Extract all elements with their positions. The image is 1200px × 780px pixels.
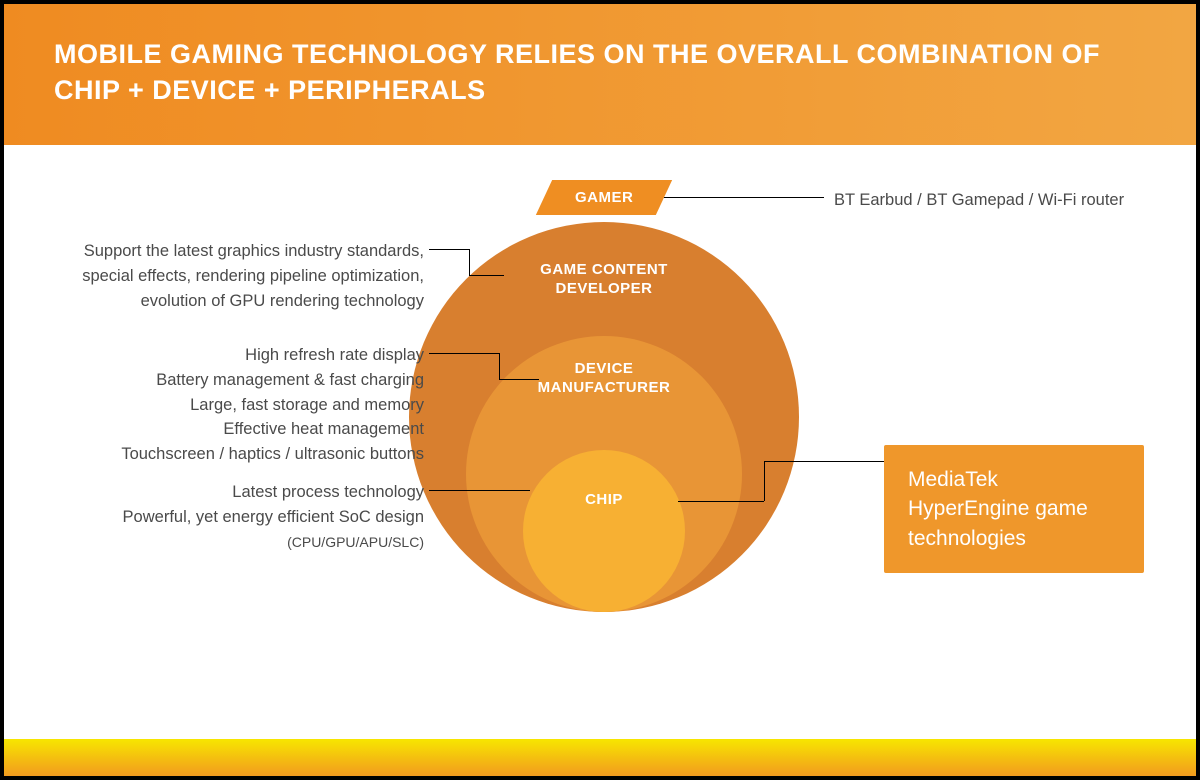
- callout-text: MediaTek HyperEngine game technologies: [908, 468, 1088, 550]
- ring-outer-label: GAME CONTENT DEVELOPER: [504, 261, 704, 299]
- annot-gamer-text: BT Earbud / BT Gamepad / Wi-Fi router: [834, 191, 1124, 209]
- slide-title: MOBILE GAMING TECHNOLOGY RELIES ON THE O…: [54, 39, 1100, 105]
- callout-box: MediaTek HyperEngine game technologies: [884, 445, 1144, 573]
- connector: [764, 461, 884, 462]
- annot-outer: Support the latest graphics industry sta…: [82, 239, 424, 313]
- connector: [764, 461, 765, 501]
- ring-inner-label: CHIP: [504, 491, 704, 510]
- connector: [429, 353, 499, 354]
- slide-footer: [4, 739, 1196, 776]
- connector: [429, 249, 469, 250]
- connector: [664, 197, 824, 198]
- connector: [499, 353, 500, 379]
- connector: [469, 249, 470, 275]
- annot-inner-line1: Latest process technology: [4, 480, 424, 505]
- annot-inner-line2b: (CPU/GPU/APU/SLC): [287, 534, 424, 550]
- annot-inner-line2: Powerful, yet energy efficient SoC desig…: [4, 505, 424, 555]
- gamer-badge: GAMER: [536, 180, 672, 215]
- diagram-area: GAME CONTENT DEVELOPER DEVICE MANUFACTUR…: [4, 145, 1196, 743]
- annot-inner: Latest process technology Powerful, yet …: [4, 480, 424, 554]
- connector: [429, 490, 530, 491]
- connector: [469, 275, 504, 276]
- annot-gamer: BT Earbud / BT Gamepad / Wi-Fi router: [834, 188, 1124, 213]
- connector: [499, 379, 539, 380]
- annot-middle: High refresh rate displayBattery managem…: [121, 343, 424, 467]
- slide-header: MOBILE GAMING TECHNOLOGY RELIES ON THE O…: [4, 4, 1196, 145]
- ring-inner: [523, 450, 685, 612]
- gamer-label: GAMER: [575, 189, 633, 206]
- connector: [678, 501, 764, 502]
- annot-inner-line2a: Powerful, yet energy efficient SoC desig…: [123, 508, 424, 526]
